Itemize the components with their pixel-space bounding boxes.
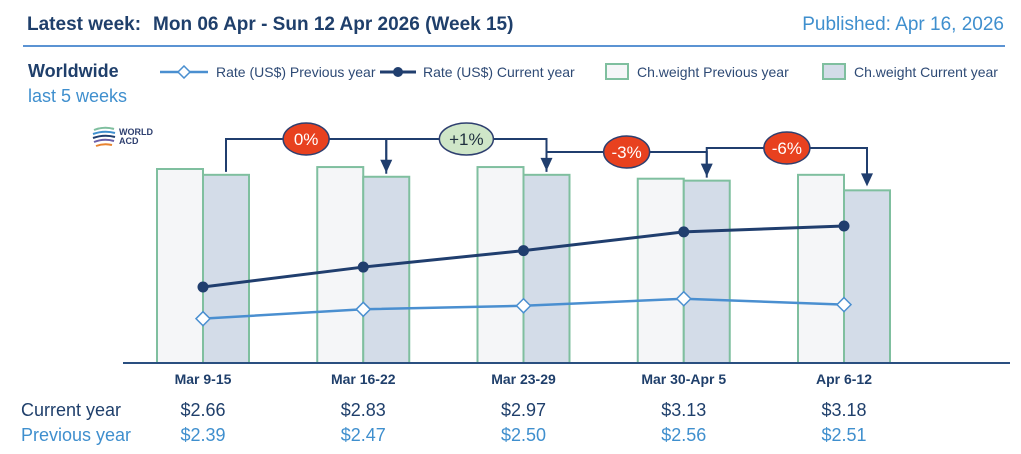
logo-line1: WORLD [119, 127, 153, 137]
published-date: Published: Apr 16, 2026 [802, 14, 1004, 35]
change-badge-label: -3% [612, 143, 642, 162]
bar-weight-previous [797, 173, 845, 364]
header-divider [23, 45, 1005, 47]
previous-year-rate-value: $2.39 [180, 425, 226, 445]
arrow-down-icon [861, 173, 873, 187]
previous-year-rate-value: $2.56 [661, 425, 707, 445]
current-year-rate-value: $2.97 [500, 400, 547, 420]
region-title: Worldwide [28, 61, 119, 81]
x-tick-label: Apr 6-12 [815, 371, 873, 387]
point-rate-previous [675, 290, 692, 307]
change-badge [763, 131, 811, 165]
point-rate-current [518, 245, 529, 257]
change-badge-label: +1% [449, 130, 484, 149]
x-tick-label: Mar 30-Apr 5 [641, 371, 727, 387]
bar-weight-previous [316, 166, 365, 364]
change-badge-label: -6% [772, 139, 802, 158]
legend-label: Ch.weight Previous year [637, 64, 789, 80]
legend-label: Ch.weight Current year [854, 64, 998, 80]
bar-weight-current [362, 175, 411, 364]
logo-line2: ACD [119, 136, 139, 146]
point-rate-previous [355, 301, 372, 318]
bar-weight-current [522, 173, 571, 364]
x-tick-label: Mar 23-29 [491, 371, 556, 387]
point-rate-current [678, 226, 690, 238]
point-rate-previous [194, 310, 212, 327]
line-dot-filled-icon [380, 67, 416, 77]
legend-item-rate-current: Rate (US$) Current year [379, 62, 575, 82]
latest-week-header: Latest week: Mon 06 Apr - Sun 12 Apr 2026… [27, 14, 513, 36]
previous-year-row-label: Previous year [21, 425, 132, 445]
current-year-rate-value: $3.18 [821, 400, 867, 420]
latest-week-label: Latest week: [27, 14, 142, 35]
globe-swoosh-icon [92, 126, 116, 147]
period-subtitle: last 5 weeks [28, 86, 128, 106]
point-rate-current [357, 261, 369, 273]
legend-item-rate-previous: Rate (US$) Previous year [158, 62, 376, 82]
bar-weight-current [843, 189, 891, 364]
bar-weight-current [202, 173, 250, 364]
world-acd-logo: WORLD ACD [92, 124, 153, 150]
latest-week-value: Mon 06 Apr - Sun 12 Apr 2026 (Week 15) [153, 14, 514, 35]
box-shaded-icon [822, 63, 846, 80]
point-rate-previous [835, 296, 853, 313]
bar-weight-previous [476, 166, 525, 364]
current-year-rate-value: $3.13 [661, 400, 707, 420]
x-tick-label: Mar 16-22 [330, 371, 396, 387]
current-year-row-label: Current year [21, 400, 122, 420]
bar-weight-current [682, 179, 731, 364]
box-light-icon [605, 63, 629, 80]
previous-year-rate-value: $2.47 [340, 425, 386, 445]
bar-weight-previous [636, 177, 685, 364]
legend-label: Rate (US$) Previous year [216, 64, 376, 80]
legend-label: Rate (US$) Current year [423, 64, 575, 80]
bar-weight-previous [156, 168, 204, 364]
point-rate-current [197, 281, 209, 293]
point-rate-previous [515, 297, 532, 314]
previous-year-rate-value: $2.51 [821, 425, 867, 445]
previous-year-rate-value: $2.50 [500, 425, 547, 445]
legend-item-weight-previous: Ch.weight Previous year [605, 62, 789, 82]
change-badge [282, 122, 330, 156]
current-year-rate-value: $2.66 [180, 400, 226, 420]
change-badge-label: 0% [294, 130, 319, 149]
current-year-rate-value: $2.83 [340, 400, 386, 420]
x-tick-label: Mar 9-15 [174, 371, 232, 387]
point-rate-current [838, 220, 850, 232]
line-diamond-open-icon [160, 65, 208, 79]
change-badge [438, 122, 495, 156]
legend-item-weight-current: Ch.weight Current year [822, 62, 998, 82]
change-badge [602, 135, 651, 169]
